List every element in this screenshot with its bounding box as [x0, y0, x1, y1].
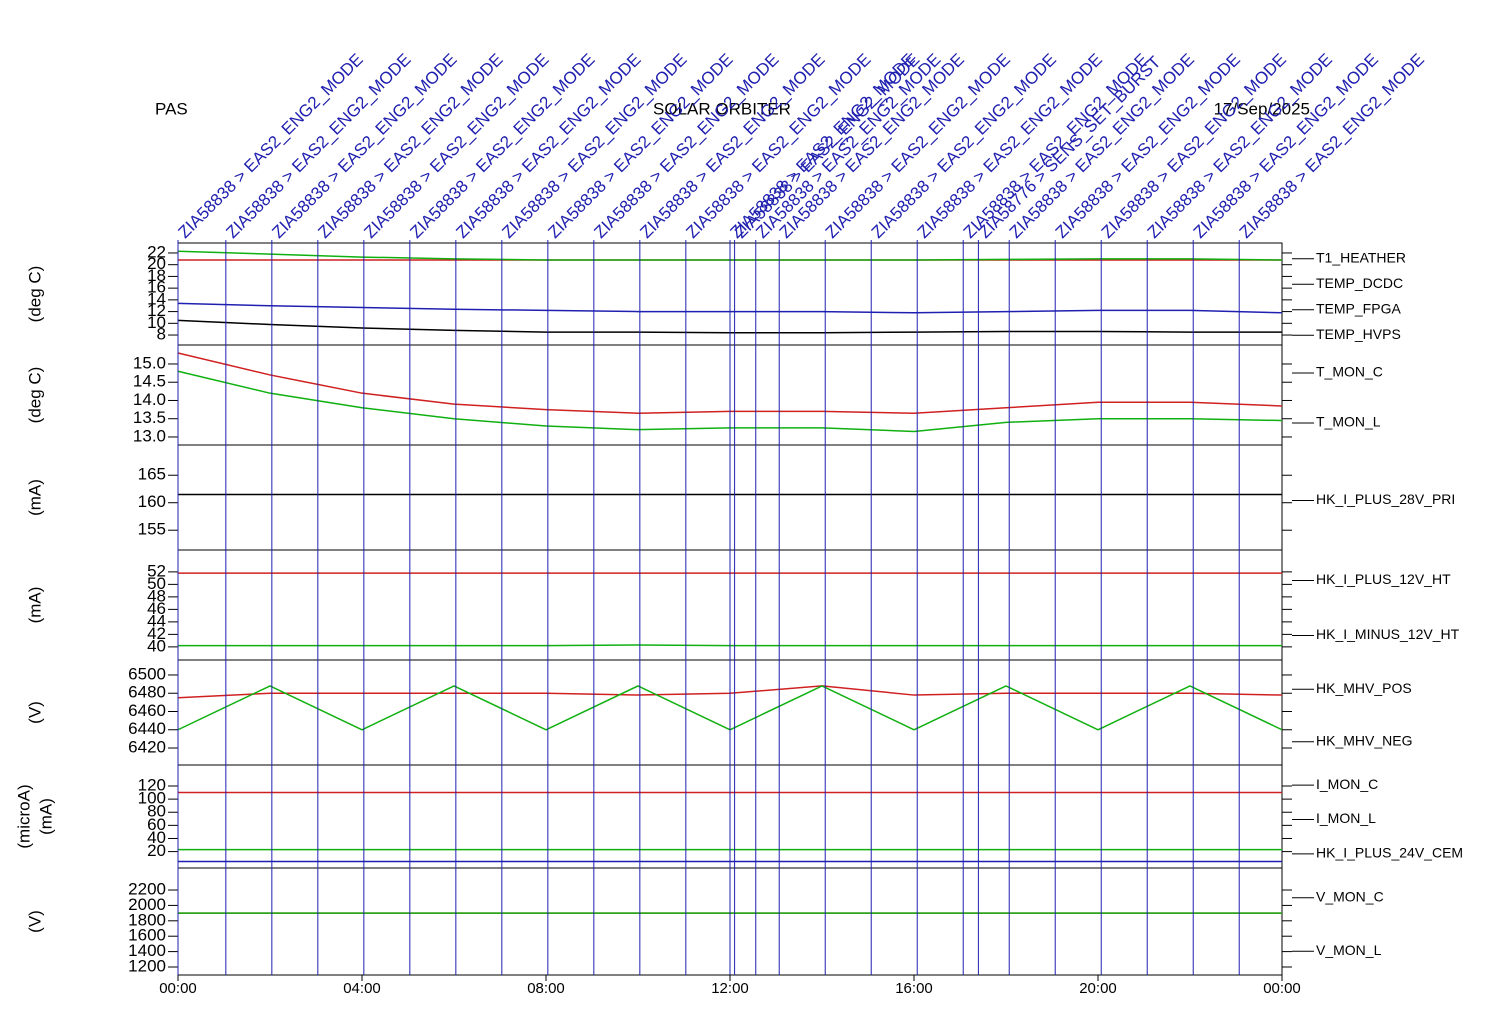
- y-tick-label: 14.5: [133, 372, 166, 391]
- y-tick-label: 165: [138, 465, 166, 484]
- y-tick-label: 10: [147, 313, 166, 332]
- y-tick-label: 16: [147, 278, 166, 297]
- y-tick-label: 6420: [128, 738, 166, 757]
- legend-label: HK_I_MINUS_12V_HT: [1316, 626, 1460, 642]
- legend-label: HK_MHV_POS: [1316, 680, 1412, 696]
- y-tick-label: 20: [147, 841, 166, 860]
- y-tick-label: 42: [147, 624, 166, 643]
- y-tick-label: 120: [138, 775, 166, 794]
- y-tick-label: 1800: [128, 910, 166, 929]
- x-tick-label: 08:00: [527, 980, 565, 997]
- legend-label: TEMP_HVPS: [1316, 326, 1401, 342]
- header-left: PAS: [155, 99, 188, 118]
- header-center: SOLAR ORBITER: [653, 99, 791, 118]
- y-tick-label: 40: [147, 636, 166, 655]
- legend-label: HK_I_PLUS_12V_HT: [1316, 571, 1451, 587]
- y-tick-label: 60: [147, 815, 166, 834]
- y-tick-label: 44: [147, 611, 166, 630]
- legend-label: TEMP_FPGA: [1316, 300, 1401, 316]
- y-tick-label: 80: [147, 802, 166, 821]
- legend-label: HK_I_PLUS_28V_PRI: [1316, 491, 1455, 507]
- y-tick-label: 6500: [128, 664, 166, 683]
- y-tick-label: 12: [147, 301, 166, 320]
- y-tick-label: 6460: [128, 701, 166, 720]
- legend-label: T_MON_C: [1316, 364, 1383, 380]
- x-tick-label: 00:00: [159, 980, 197, 997]
- y-tick-label: 13.0: [133, 426, 166, 445]
- legend-label: TEMP_DCDC: [1316, 275, 1403, 291]
- y-tick-label: 155: [138, 520, 166, 539]
- x-tick-label: 12:00: [711, 980, 749, 997]
- y-axis-label: (microA): [14, 784, 33, 848]
- x-tick-label: 04:00: [343, 980, 381, 997]
- y-tick-label: 14: [147, 289, 166, 308]
- y-tick-label: 6480: [128, 683, 166, 702]
- y-tick-label: 20: [147, 254, 166, 273]
- y-axis-label: (V): [25, 910, 44, 933]
- y-axis-label: (mA): [25, 587, 44, 624]
- y-tick-label: 2000: [128, 895, 166, 914]
- y-tick-label: 1400: [128, 941, 166, 960]
- y-tick-label: 15.0: [133, 353, 166, 372]
- y-tick-label: 14.0: [133, 390, 166, 409]
- y-tick-label: 2200: [128, 880, 166, 899]
- y-tick-label: 100: [138, 789, 166, 808]
- y-tick-label: 160: [138, 492, 166, 511]
- y-axis-label: (mA): [36, 798, 55, 835]
- y-tick-label: 46: [147, 599, 166, 618]
- y-tick-label: 52: [147, 561, 166, 580]
- y-tick-label: 40: [147, 828, 166, 847]
- y-tick-label: 13.5: [133, 408, 166, 427]
- legend-label: HK_MHV_NEG: [1316, 732, 1412, 748]
- x-tick-label: 20:00: [1079, 980, 1117, 997]
- legend-label: HK_I_PLUS_24V_CEM: [1316, 845, 1463, 861]
- x-tick-label: 16:00: [895, 980, 933, 997]
- legend-label: I_MON_L: [1316, 810, 1376, 826]
- y-tick-label: 50: [147, 574, 166, 593]
- legend-label: V_MON_L: [1316, 942, 1382, 958]
- y-tick-label: 1200: [128, 956, 166, 975]
- legend-label: I_MON_C: [1316, 776, 1378, 792]
- header-right: 17/Sep/2025: [1214, 99, 1310, 118]
- legend-label: T_MON_L: [1316, 414, 1381, 430]
- y-axis-label: (deg C): [25, 367, 44, 424]
- y-tick-label: 1600: [128, 926, 166, 945]
- x-tick-label: 00:00: [1263, 980, 1301, 997]
- y-tick-label: 6440: [128, 719, 166, 738]
- legend-label: V_MON_C: [1316, 888, 1384, 904]
- legend-label: T1_HEATHER: [1316, 249, 1406, 265]
- y-axis-label: (mA): [25, 479, 44, 516]
- y-axis-label: (V): [25, 701, 44, 724]
- y-tick-label: 8: [157, 325, 166, 344]
- y-axis-label: (deg C): [25, 266, 44, 323]
- y-tick-label: 18: [147, 266, 166, 285]
- y-tick-label: 22: [147, 242, 166, 261]
- y-tick-label: 48: [147, 586, 166, 605]
